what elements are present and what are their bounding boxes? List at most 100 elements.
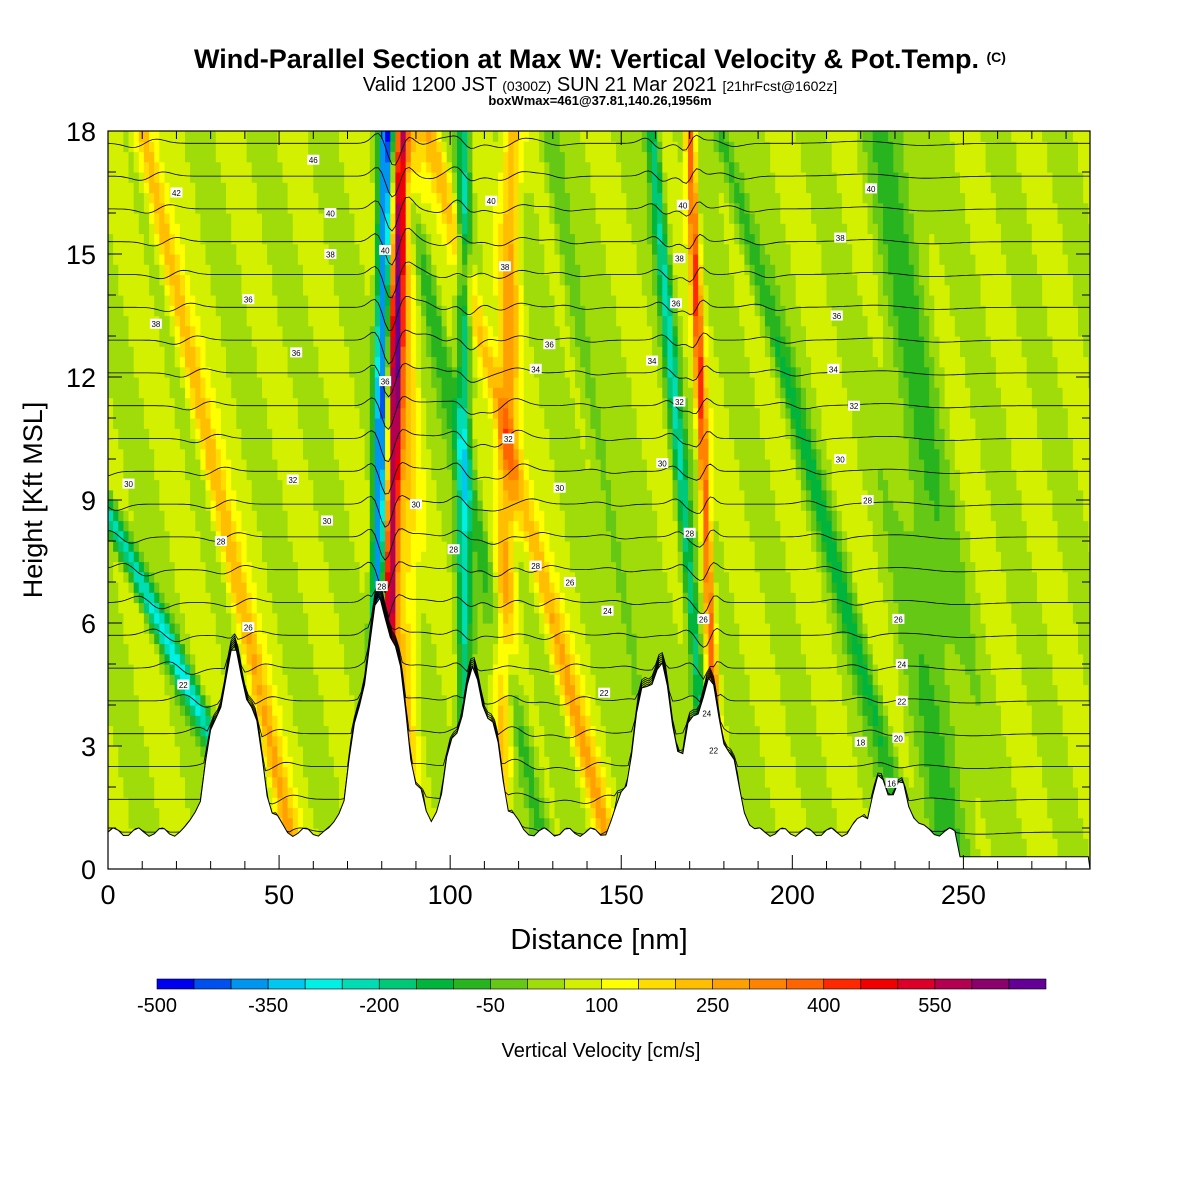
w-cell xyxy=(426,315,432,327)
w-cell xyxy=(359,633,366,645)
w-cell xyxy=(277,530,284,542)
w-cell xyxy=(272,172,278,183)
w-cell xyxy=(179,592,186,604)
w-cell xyxy=(174,428,181,440)
w-cell xyxy=(277,418,284,429)
w-cell xyxy=(339,428,345,440)
w-cell xyxy=(256,428,263,440)
w-cell xyxy=(210,346,217,358)
w-cell xyxy=(246,633,253,645)
w-cell xyxy=(277,612,284,624)
w-cell xyxy=(292,377,299,388)
w-cell xyxy=(210,192,217,204)
w-cell xyxy=(308,336,314,347)
w-cell xyxy=(138,428,145,440)
w-cell xyxy=(426,243,432,255)
w-cell xyxy=(354,346,361,358)
w-cell xyxy=(426,725,432,737)
w-cell xyxy=(457,623,463,634)
w-cell xyxy=(457,561,463,573)
w-cell xyxy=(195,233,201,245)
w-cell xyxy=(143,500,150,511)
w-cell xyxy=(385,356,391,368)
w-cell xyxy=(446,305,453,317)
w-cell xyxy=(200,387,207,399)
w-cell xyxy=(333,623,340,634)
w-cell xyxy=(282,664,289,675)
w-cell xyxy=(405,623,412,634)
w-cell xyxy=(333,571,340,583)
w-cell xyxy=(339,243,345,255)
w-cell xyxy=(328,254,335,265)
w-cell xyxy=(133,418,140,429)
w-cell xyxy=(128,715,135,727)
w-cell xyxy=(318,202,325,214)
w-cell xyxy=(113,705,119,716)
w-cell xyxy=(262,735,268,747)
w-cell xyxy=(113,807,119,819)
w-cell xyxy=(339,664,345,675)
w-cell xyxy=(303,797,309,809)
w-cell xyxy=(195,520,201,532)
w-cell xyxy=(323,151,330,163)
w-cell xyxy=(390,131,396,142)
w-cell xyxy=(108,541,114,552)
w-cell xyxy=(400,387,407,399)
w-cell xyxy=(256,377,263,388)
w-cell xyxy=(159,202,165,214)
w-cell xyxy=(313,284,319,296)
w-cell xyxy=(426,418,432,429)
w-cell xyxy=(154,520,160,532)
w-cell xyxy=(108,807,114,819)
w-cell xyxy=(421,336,427,347)
w-cell xyxy=(400,438,407,450)
w-cell xyxy=(123,356,130,368)
w-cell xyxy=(359,520,366,532)
w-cell xyxy=(159,141,165,153)
w-cell xyxy=(118,161,124,173)
w-cell xyxy=(282,746,289,757)
w-cell xyxy=(364,520,371,532)
w-cell xyxy=(226,172,232,183)
w-cell xyxy=(380,305,386,317)
w-cell xyxy=(128,787,135,798)
w-cell xyxy=(369,182,376,194)
w-cell xyxy=(123,418,130,429)
w-cell xyxy=(246,274,253,286)
w-cell xyxy=(108,520,114,532)
w-cell xyxy=(374,325,381,337)
w-cell xyxy=(308,418,314,429)
w-cell xyxy=(446,479,453,491)
w-cell xyxy=(200,582,207,593)
w-cell xyxy=(200,213,207,224)
w-cell xyxy=(272,510,278,522)
w-cell xyxy=(436,448,443,460)
w-cell xyxy=(226,336,232,347)
w-cell xyxy=(282,520,289,532)
w-cell xyxy=(426,674,432,686)
w-cell xyxy=(133,377,140,388)
w-cell xyxy=(220,623,227,634)
w-cell xyxy=(318,602,325,614)
w-cell xyxy=(154,182,160,194)
w-cell xyxy=(231,305,237,317)
w-cell xyxy=(344,674,350,686)
w-cell xyxy=(431,582,437,593)
w-cell xyxy=(415,346,422,358)
w-cell xyxy=(287,254,294,265)
w-cell xyxy=(364,254,371,265)
w-cell xyxy=(205,305,212,317)
w-cell xyxy=(118,530,124,542)
w-cell xyxy=(195,797,201,809)
w-cell xyxy=(328,694,335,706)
w-cell xyxy=(149,233,155,245)
w-cell xyxy=(344,766,350,778)
w-cell xyxy=(226,284,232,296)
w-cell xyxy=(205,315,212,327)
w-cell xyxy=(185,643,191,655)
w-cell xyxy=(451,295,458,306)
w-cell xyxy=(231,489,237,501)
w-cell xyxy=(303,633,309,645)
w-cell xyxy=(431,612,437,624)
w-cell xyxy=(179,223,186,235)
